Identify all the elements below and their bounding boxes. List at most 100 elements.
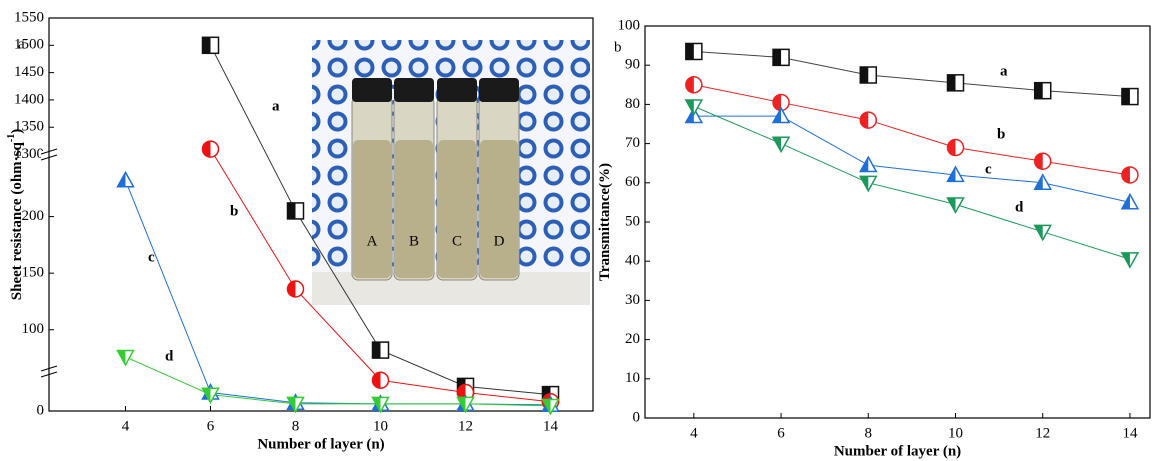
marker-fill xyxy=(686,77,694,93)
marker-fill xyxy=(203,141,211,157)
panel-label: b xyxy=(614,39,622,55)
series-label: c xyxy=(985,161,992,177)
data-point xyxy=(373,372,389,388)
marker-fill xyxy=(288,281,296,297)
x-tick-label: 8 xyxy=(865,425,873,441)
x-tick-label: 12 xyxy=(1035,425,1050,441)
data-point xyxy=(860,112,876,128)
data-point xyxy=(288,281,304,297)
x-axis-label: Number of layer (n) xyxy=(834,443,961,459)
marker-fill xyxy=(203,37,211,53)
series-label: b xyxy=(997,126,1005,142)
marker-fill xyxy=(1035,153,1043,169)
data-point xyxy=(1035,153,1051,169)
y-tick-label: 30 xyxy=(625,292,640,308)
data-point xyxy=(948,75,964,91)
y-tick-label: 1550 xyxy=(14,9,44,25)
data-point xyxy=(686,43,702,59)
plot-frame xyxy=(645,26,1150,418)
marker-fill xyxy=(1035,83,1043,99)
marker-fill xyxy=(773,94,781,110)
marker-fill xyxy=(860,112,868,128)
inset-label: A xyxy=(367,233,378,249)
marker-fill xyxy=(686,43,694,59)
data-point xyxy=(1122,89,1138,105)
series-line xyxy=(126,357,551,406)
y-axis-label-end: ) xyxy=(9,129,25,134)
y-tick-label: 80 xyxy=(625,96,640,112)
y-axis-label-text: Sheet resistance (ohm·sq xyxy=(9,141,25,300)
data-point xyxy=(686,100,702,114)
data-point xyxy=(118,350,134,364)
series-label: c xyxy=(148,249,155,265)
data-point xyxy=(1122,167,1138,183)
y-tick-label: 60 xyxy=(625,174,640,190)
marker-fill xyxy=(773,49,781,65)
data-point xyxy=(948,198,964,212)
data-point xyxy=(118,172,134,186)
data-point xyxy=(203,141,219,157)
x-tick-label: 14 xyxy=(1122,425,1138,441)
x-tick-label: 4 xyxy=(122,418,130,434)
y-tick-label: 10 xyxy=(625,370,640,386)
marker-fill xyxy=(860,67,868,83)
data-point xyxy=(860,157,876,171)
y-tick-label: 70 xyxy=(625,135,640,151)
data-point xyxy=(773,137,789,151)
marker-fill xyxy=(1122,167,1130,183)
series-label: a xyxy=(1000,63,1008,79)
x-tick-label: 12 xyxy=(458,418,473,434)
y-axis-label-sup: -1 xyxy=(6,134,17,142)
data-point xyxy=(773,108,789,122)
data-point xyxy=(203,37,219,53)
series-line xyxy=(694,51,1130,96)
y-tick-label: 100 xyxy=(618,17,641,33)
marker-fill xyxy=(1122,89,1130,105)
series-line xyxy=(694,85,1130,175)
inset-label: B xyxy=(409,233,419,249)
y-axis-label: Sheet resistance (ohm·sq-1) xyxy=(6,129,25,300)
inset-label: D xyxy=(494,233,505,249)
series-label: d xyxy=(1015,199,1024,215)
x-tick-label: 6 xyxy=(207,418,215,434)
data-point xyxy=(773,49,789,65)
x-tick-label: 14 xyxy=(543,418,559,434)
y-tick-label: 1450 xyxy=(14,64,44,80)
data-point xyxy=(288,203,304,219)
y-tick-label: 20 xyxy=(625,331,640,347)
x-tick-label: 6 xyxy=(777,425,785,441)
marker-fill xyxy=(948,75,956,91)
data-point xyxy=(1122,253,1138,267)
data-point xyxy=(686,77,702,93)
data-point xyxy=(948,140,964,156)
x-axis-label: Number of layer (n) xyxy=(257,436,384,452)
series-line xyxy=(694,106,1130,259)
marker-fill xyxy=(373,342,381,358)
y-tick-label: 1400 xyxy=(14,91,44,107)
data-point xyxy=(373,342,389,358)
series-label: a xyxy=(272,98,280,114)
inset-photo xyxy=(312,40,590,305)
data-point xyxy=(1035,83,1051,99)
panel-label: a xyxy=(18,36,25,52)
series-label: b xyxy=(230,203,238,219)
data-point xyxy=(860,67,876,83)
marker-fill xyxy=(288,203,296,219)
marker-fill xyxy=(373,372,381,388)
y-tick-label: 0 xyxy=(37,402,45,418)
y-axis-label: Transmittance(%) xyxy=(597,163,613,281)
series-label: d xyxy=(165,348,174,364)
y-tick-label: 40 xyxy=(625,253,640,269)
figure: ABCD010015020013001350140014501500155046… xyxy=(0,0,1162,461)
data-point xyxy=(860,176,876,190)
series-line xyxy=(694,116,1130,202)
data-point xyxy=(1035,225,1051,239)
x-tick-label: 8 xyxy=(292,418,300,434)
x-tick-label: 10 xyxy=(373,418,388,434)
marker-fill xyxy=(948,140,956,156)
y-tick-label: 50 xyxy=(625,213,640,229)
y-axis-label-text: Transmittance(%) xyxy=(597,163,613,281)
x-tick-label: 10 xyxy=(948,425,963,441)
y-tick-label: 90 xyxy=(625,57,640,73)
x-tick-label: 4 xyxy=(690,425,698,441)
